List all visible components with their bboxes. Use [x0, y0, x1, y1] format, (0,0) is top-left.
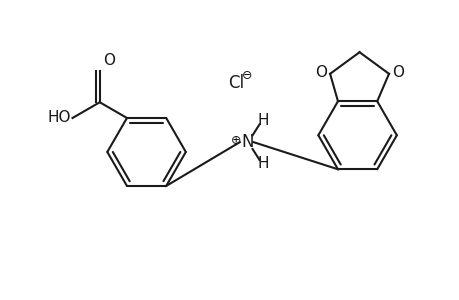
Text: Cl: Cl: [228, 74, 244, 92]
Text: O: O: [102, 53, 114, 68]
Text: O: O: [314, 65, 326, 80]
Text: O: O: [391, 65, 403, 80]
Text: ⊖: ⊖: [241, 69, 252, 82]
Text: H: H: [257, 156, 269, 171]
Text: N: N: [241, 133, 253, 151]
Text: HO: HO: [47, 110, 70, 125]
Text: H: H: [257, 113, 269, 128]
Text: ⊕: ⊕: [230, 134, 241, 147]
